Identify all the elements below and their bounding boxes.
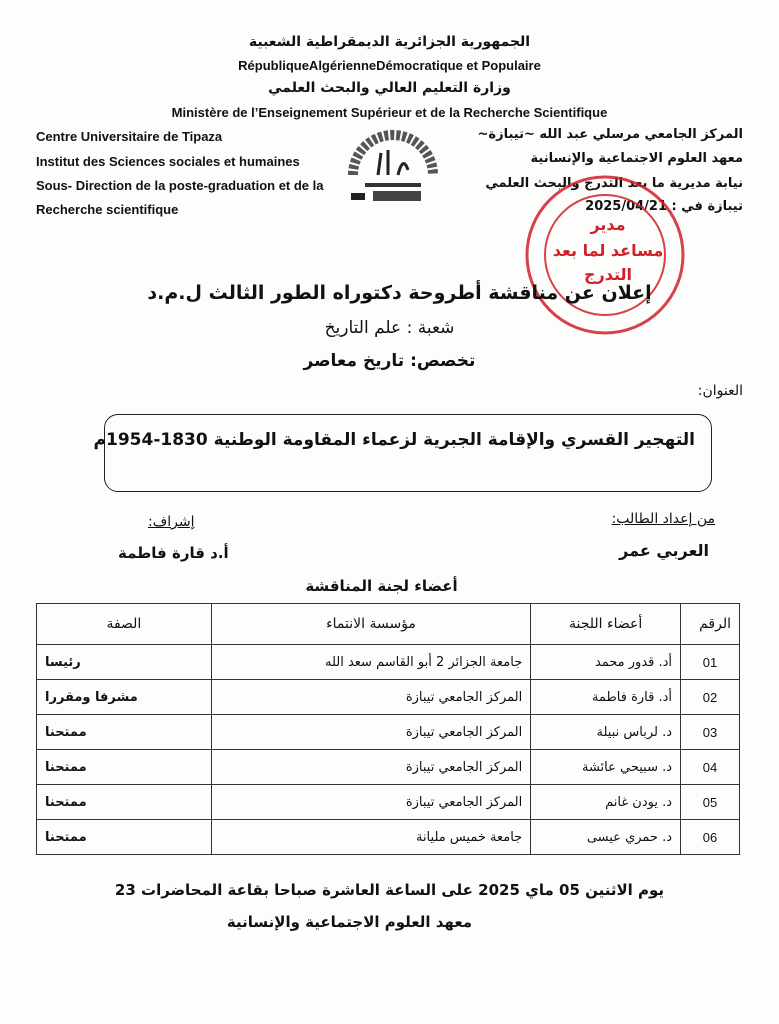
row-number: 04: [680, 749, 740, 785]
table-row: 06 د. حمري عيسى جامعة خميس مليانة ممتحنا: [36, 819, 740, 855]
member-role: ممتحنا: [36, 749, 212, 785]
member-institution: المركز الجامعي تيبازة: [210, 784, 532, 820]
university-logo: [348, 130, 438, 201]
table-row: 03 د. لرباس نبيلة المركز الجامعي تيبازة ممت…: [36, 714, 740, 750]
member-institution: المركز الجامعي تيبازة: [210, 749, 532, 785]
republic-fr: RépubliqueAlgérienneDémocratique et Popu…: [238, 58, 541, 73]
supervisor-name: أ.د قارة فاطمة: [118, 544, 229, 562]
row-number: 03: [680, 714, 740, 750]
member-name: د. حمري عيسى: [530, 819, 682, 855]
committee-table: الرقم أعضاء اللجنة مؤسسة الانتماء الصفة …: [36, 603, 740, 855]
member-role: رئيسا: [36, 644, 212, 680]
member-institution: جامعة خميس مليانة: [210, 819, 532, 855]
member-institution: المركز الجامعي تيبازة: [210, 714, 532, 750]
member-institution: جامعة الجزائر 2 أبو القاسم سعد الله: [210, 644, 532, 680]
defense-date-location: يوم الاثنين 05 ماي 2025 على الساعة العاش…: [114, 881, 665, 899]
ministry-fr: Ministère de l’Enseignement Supérieur et…: [171, 105, 608, 120]
table-row: 02 أد. قارة فاطمة المركز الجامعي تيبازة مشر…: [36, 679, 740, 715]
left-line-1: Centre Universitaire de Tipaza: [36, 129, 223, 144]
member-institution: المركز الجامعي تيبازة: [210, 679, 532, 715]
right-line-4: تيبازة في : 2025/04/21: [585, 199, 743, 214]
table-header-row: الرقم أعضاء اللجنة مؤسسة الانتماء الصفة: [36, 603, 740, 645]
committee-heading: أعضاء لجنة المناقشة: [305, 577, 458, 595]
institute-name: معهد العلوم الاجتماعية والإنسانية: [226, 913, 473, 931]
right-line-2: معهد العلوم الاجتماعية والإنسانية: [530, 151, 743, 166]
table-row: 04 د. سبيحي عائشة المركز الجامعي تيبازة ممت…: [36, 749, 740, 785]
svg-text:مدير: مدير: [589, 215, 625, 234]
official-stamp: مدير مساعد لما بعد التدرج: [525, 175, 685, 335]
col-role: الصفة: [36, 603, 212, 645]
thesis-title-box: [104, 414, 712, 492]
col-institution: مؤسسة الانتماء: [210, 603, 532, 645]
specialty: تخصص: تاريخ معاصر: [303, 351, 476, 371]
branch: شعبة : علم التاريخ: [324, 318, 455, 338]
announcement-heading: إعلان عن مناقشة أطروحة دكتوراه الطور الث…: [147, 282, 652, 304]
member-role: ممتحنا: [36, 784, 212, 820]
table-row: 01 أد. قدور محمد جامعة الجزائر 2 أبو القاس…: [36, 644, 740, 680]
student-name: العربي عمر: [619, 541, 709, 560]
right-line-3: نيابة مديرية ما بعد التدرج والبحث العلمي: [485, 176, 743, 191]
republic-ar: الجمهورية الجزائرية الديمقراطية الشعبية: [248, 34, 531, 50]
member-role: ممتحنا: [36, 714, 212, 750]
supervisor-label: إشراف:: [148, 514, 195, 530]
left-line-4: Recherche scientifique: [36, 202, 179, 217]
svg-text:مساعد لما بعد: مساعد لما بعد: [553, 241, 664, 260]
thesis-title: التهجير القسري والإقامة الجبرية لزعماء ا…: [93, 430, 695, 450]
svg-text:التدرج: التدرج: [584, 265, 632, 284]
row-number: 02: [680, 679, 740, 715]
ministry-ar: وزارة التعليم العالي والبحث العلمي: [268, 80, 511, 96]
right-line-1: المركز الجامعي مرسلي عبد الله ~تيبازة~: [477, 127, 743, 142]
row-number: 05: [680, 784, 740, 820]
col-member: أعضاء اللجنة: [530, 603, 682, 645]
member-name: أد. قارة فاطمة: [530, 679, 682, 715]
row-number: 01: [680, 644, 740, 680]
member-name: د. سبيحي عائشة: [530, 749, 682, 785]
student-label: من إعداد الطالب:: [611, 511, 715, 527]
member-role: ممتحنا: [36, 819, 212, 855]
left-line-2: Institut des Sciences sociales et humain…: [36, 154, 300, 169]
member-name: أد. قدور محمد: [530, 644, 682, 680]
left-line-3: Sous- Direction de la poste-graduation e…: [36, 178, 324, 193]
table-row: 05 د. يودن غانم المركز الجامعي تيبازة ممتحن…: [36, 784, 740, 820]
row-number: 06: [680, 819, 740, 855]
member-name: د. يودن غانم: [530, 784, 682, 820]
member-role: مشرفا ومقررا: [36, 679, 212, 715]
col-number: الرقم: [680, 603, 740, 645]
member-name: د. لرباس نبيلة: [530, 714, 682, 750]
title-label: العنوان:: [697, 383, 743, 399]
